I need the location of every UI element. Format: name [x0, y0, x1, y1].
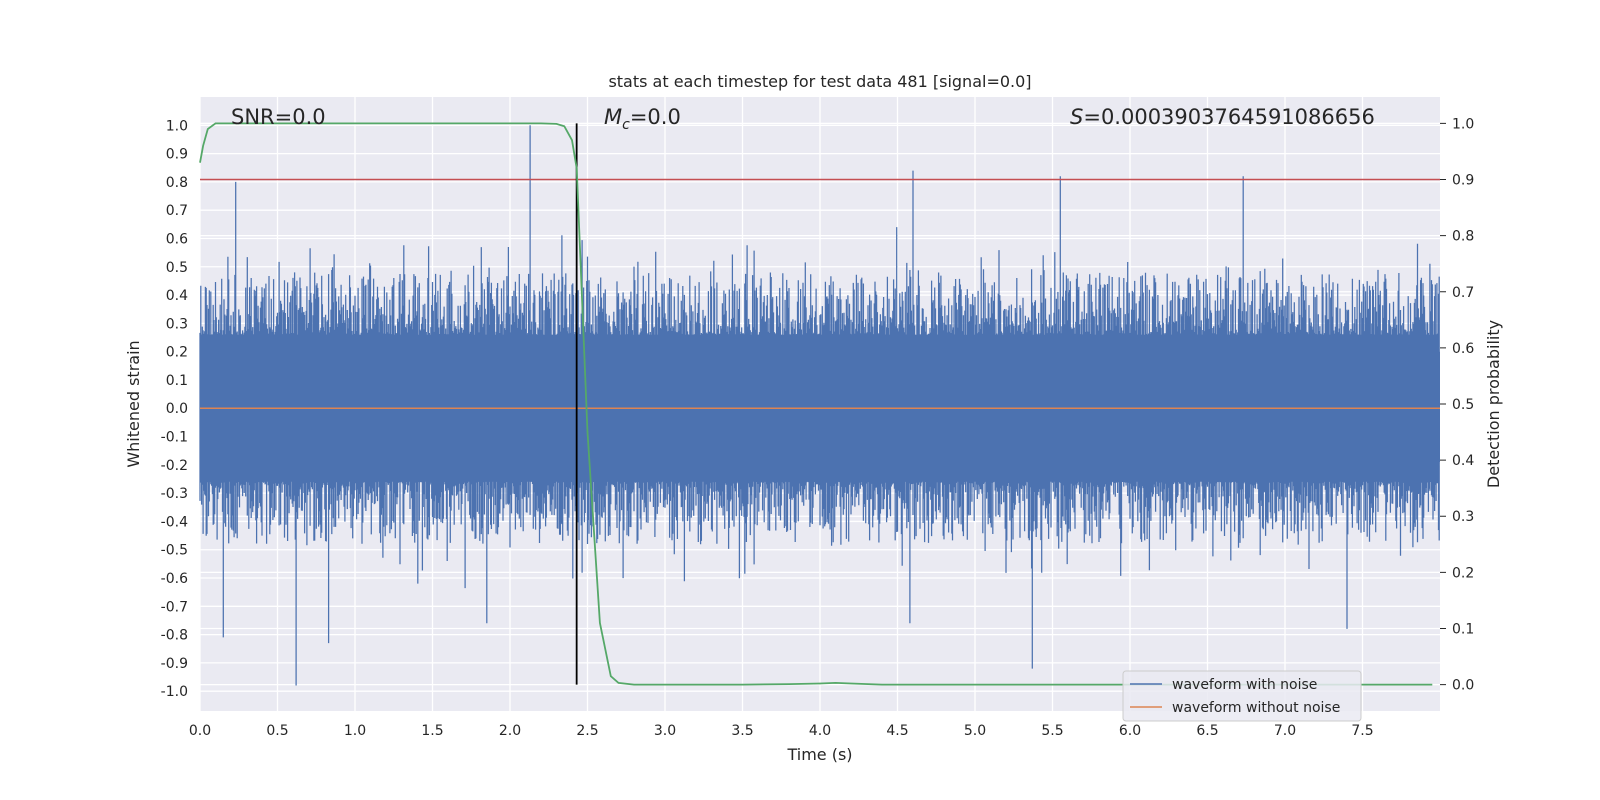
y-tick-label: -0.8	[161, 628, 188, 644]
y-tick-label: -0.5	[161, 543, 188, 559]
y-tick-label: -0.1	[161, 430, 188, 446]
noise-core	[200, 351, 1440, 463]
y-tick-label: -1.0	[161, 684, 188, 700]
legend: waveform with noise waveform without noi…	[1122, 670, 1362, 722]
y2-axis-label: Detection probability	[1484, 320, 1503, 488]
s-annotation: S=0.0003903764591086656	[1070, 105, 1375, 129]
legend-label-waveform-with-noise: waveform with noise	[1172, 677, 1317, 693]
snr-annotation: SNR=0.0	[231, 105, 326, 129]
s-value: =0.0003903764591086656	[1083, 105, 1375, 129]
y2-tick-label: 0.4	[1452, 453, 1474, 469]
series-waveform-with-noise	[199, 125, 1440, 686]
chirp-mass-value: =0.0	[630, 105, 681, 129]
y-tick-label: -0.7	[161, 599, 188, 615]
y2-tick-label: 0.7	[1452, 285, 1474, 301]
y2-tick-label: 0.0	[1452, 678, 1474, 694]
y-tick-label: -0.9	[161, 656, 188, 672]
y-axis-ticks: 1.0 0.9 0.8 0.7 0.6 0.5 0.4 0.3 0.2 0.1 0.0 -0.1 -0.…	[161, 118, 188, 700]
chart-title: stats at each timestep for test data 481…	[608, 72, 1031, 91]
x-tick-label: 5.5	[1041, 723, 1063, 739]
x-tick-label: 3.5	[731, 723, 753, 739]
chirp-mass-subscript: c	[622, 117, 630, 133]
x-tick-label: 7.5	[1351, 723, 1373, 739]
x-tick-label: 6.5	[1196, 723, 1218, 739]
series-detection-probability	[199, 122, 1433, 686]
x-axis-label: Time (s)	[786, 745, 852, 764]
y2-tick-label: 0.8	[1452, 229, 1474, 245]
y-tick-label: -0.3	[161, 486, 188, 502]
chirp-mass-annotation: Mc=0.0	[604, 105, 681, 133]
y2-tick-label: 1.0	[1452, 116, 1474, 132]
legend-box	[1122, 670, 1362, 722]
y2-tick-label: 0.9	[1452, 173, 1474, 189]
y-tick-label: 0.4	[166, 288, 188, 304]
s-symbol: S	[1070, 105, 1083, 129]
y2-tick-label: 0.6	[1452, 341, 1474, 357]
y-tick-label: 0.2	[166, 345, 188, 361]
y-tick-label: 0.3	[166, 316, 188, 332]
x-tick-label: 4.5	[886, 723, 908, 739]
y-tick-label: -0.2	[161, 458, 188, 474]
y-tick-label: -0.6	[161, 571, 188, 587]
x-tick-label: 2.0	[499, 723, 521, 739]
y-tick-label: 0.6	[166, 231, 188, 247]
y-tick-label: 1.0	[166, 118, 188, 134]
x-axis-ticks: 0.0 0.5 1.0 1.5 2.0 2.5 3.0 3.5 4.0 4.5 5.0 5.5 6.0 6…	[189, 723, 1374, 739]
y-tick-label: 0.7	[166, 203, 188, 219]
y-tick-label: 0.8	[166, 175, 188, 191]
x-tick-label: 7.0	[1274, 723, 1296, 739]
x-tick-label: 4.0	[809, 723, 831, 739]
legend-label-waveform-without-noise: waveform without noise	[1172, 700, 1340, 716]
y2-tick-label: 0.1	[1452, 621, 1474, 637]
chirp-mass-symbol: M	[604, 105, 622, 129]
x-tick-label: 1.0	[344, 723, 366, 739]
x-tick-label: 0.5	[266, 723, 288, 739]
y2-tick-label: 0.2	[1452, 565, 1474, 581]
x-tick-label: 1.5	[421, 723, 443, 739]
y2-tick-label: 0.3	[1452, 509, 1474, 525]
y-tick-label: 0.1	[166, 373, 188, 389]
x-tick-label: 5.0	[964, 723, 986, 739]
x-tick-label: 6.0	[1119, 723, 1141, 739]
y2-axis-ticks: 1.0 0.9 0.8 0.7 0.6 0.5 0.4 0.3 0.2 0.1 0.0	[1440, 116, 1474, 694]
y-tick-label: -0.4	[161, 514, 188, 530]
x-tick-label: 0.0	[189, 723, 211, 739]
y-tick-label: 0.5	[166, 260, 188, 276]
x-tick-label: 3.0	[654, 723, 676, 739]
y-tick-label: 0.0	[166, 401, 188, 417]
y2-tick-label: 0.5	[1452, 397, 1474, 413]
x-tick-label: 2.5	[576, 723, 598, 739]
y-axis-label: Whitened strain	[124, 340, 143, 467]
y-tick-label: 0.9	[166, 147, 188, 163]
